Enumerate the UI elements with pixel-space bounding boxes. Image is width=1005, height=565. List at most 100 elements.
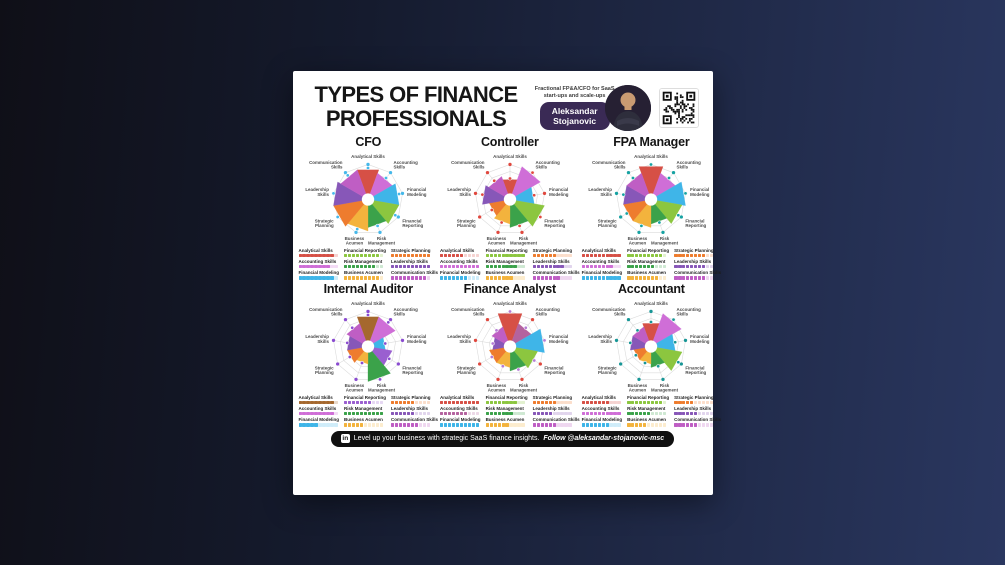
score-squares — [674, 264, 721, 269]
legend-label: Accounting Skills — [298, 406, 337, 412]
legend-label: Financial Modeling — [581, 417, 623, 423]
header: TYPES OF FINANCE PROFESSIONALS Fractiona… — [293, 81, 713, 131]
axis-label: Leadership Skills — [589, 334, 613, 344]
axis-label: Business Acumen — [486, 235, 506, 245]
radar-chart: Analytical Skills Accounting Skills Financi… — [589, 153, 710, 245]
data-dot — [673, 340, 678, 344]
axis-dot — [496, 230, 500, 234]
legend-label: Financial Reporting — [485, 247, 528, 253]
data-dot — [345, 340, 350, 345]
person-silhouette-icon — [604, 84, 651, 131]
legend-label: Business Acumen — [344, 417, 383, 423]
data-dot — [516, 367, 521, 372]
legend-item: Leadership Skills — [674, 259, 721, 269]
chart-title: FPA Manager — [613, 134, 690, 149]
score-squares — [581, 400, 623, 405]
axis-dot — [344, 170, 348, 174]
legend-item: Accounting Skills — [440, 259, 481, 269]
legend-item: Strategic Planning — [674, 395, 721, 405]
axis-dot — [401, 338, 405, 342]
axis-dot — [520, 377, 524, 381]
chart-legend: Analytical Skills Financial Reporting Stra… — [581, 248, 722, 280]
axis-label: Financial Reporting — [544, 218, 565, 228]
data-dot — [507, 176, 512, 180]
chart-group-fpa-manager: FPA Manager Analytical Skills Accounting Sk… — [581, 133, 722, 280]
score-squares — [627, 412, 669, 416]
score-squares — [440, 400, 481, 405]
chart-group-finance-analyst: Finance Analyst Analytical Skills Accounti… — [440, 280, 580, 427]
score-squares — [391, 253, 438, 257]
axis-dot — [680, 214, 684, 219]
legend-label: Communication Skills — [391, 270, 439, 276]
legend-item: Financial Reporting — [627, 395, 669, 405]
legend-label: Communication Skills — [391, 417, 439, 423]
score-squares — [344, 400, 386, 405]
legend-label: Accounting Skills — [581, 406, 620, 412]
score-squares — [298, 423, 340, 427]
score-squares — [344, 253, 386, 257]
legend-label: Business Acumen — [485, 417, 525, 423]
axis-dot — [366, 162, 370, 166]
chart-title: Controller — [480, 134, 539, 149]
score-squares — [674, 423, 721, 427]
axis-label: Financial Modeling — [407, 187, 427, 197]
legend-label: Leadership Skills — [532, 406, 570, 412]
data-dot — [625, 211, 629, 215]
legend-label: Risk Management — [485, 406, 524, 412]
legend-item: Analytical Skills — [298, 248, 340, 257]
axis-dot — [485, 170, 489, 174]
data-dot — [500, 364, 505, 368]
legend-item: Analytical Skills — [581, 395, 623, 405]
legend-item: Accounting Skills — [298, 259, 340, 269]
axis-dot — [538, 362, 542, 366]
footer-banner[interactable]: in Level up your business with strategic… — [330, 430, 675, 447]
axis-label: Communication Skills — [592, 306, 626, 316]
data-dot — [397, 191, 402, 196]
data-dot — [649, 319, 654, 324]
axis-label: Leadership Skills — [589, 187, 613, 197]
data-dot — [649, 162, 654, 166]
axis-dot — [396, 362, 401, 366]
legend-item: Analytical Skills — [581, 248, 623, 257]
legend-label: Communication Skills — [674, 270, 722, 276]
legend-item: Strategic Planning — [391, 395, 438, 405]
score-squares — [344, 276, 386, 280]
radar-chart: Analytical Skills Accounting Skills Financi… — [447, 153, 569, 245]
data-dot — [621, 192, 626, 197]
axis-dot — [336, 362, 340, 366]
axis-dot — [627, 317, 631, 321]
axis-label: Financial Modeling — [549, 187, 569, 197]
legend-item: Risk Management — [485, 259, 528, 269]
legend-label: Risk Management — [627, 406, 666, 412]
axis-label: Financial Modeling — [407, 334, 427, 344]
axis-dot — [354, 230, 358, 234]
score-squares — [485, 400, 528, 405]
data-dot — [507, 309, 512, 314]
chart-title: Internal Auditor — [323, 281, 414, 296]
linkedin-icon: in — [340, 434, 350, 444]
axis-dot — [627, 170, 631, 174]
axis-dot — [615, 191, 619, 195]
legend-label: Analytical Skills — [440, 247, 475, 253]
chart-legend: Analytical Skills Financial Reporting Stra… — [581, 395, 721, 427]
chart-legend: Analytical Skills Financial Reporting Stra… — [298, 395, 439, 427]
legend-item: Financial Reporting — [344, 395, 386, 405]
score-squares — [532, 423, 580, 427]
axis-label: Risk Management — [368, 235, 396, 245]
axis-label: Strategic Planning — [457, 218, 476, 228]
radar-chart: Analytical Skills Accounting Skills Financi… — [306, 300, 427, 392]
legend-item: Risk Management — [485, 406, 528, 416]
data-dot — [628, 340, 633, 345]
axis-dot — [530, 317, 534, 321]
legend-label: Financial Modeling — [298, 270, 340, 276]
score-squares — [532, 253, 580, 257]
follow-handle[interactable]: Follow @aleksandar-stojanovic-msc — [543, 434, 665, 442]
axis-label: Strategic Planning — [315, 218, 334, 228]
axis-label: Leadership Skills — [306, 187, 330, 197]
data-dot — [350, 325, 355, 330]
legend-label: Communication Skills — [532, 270, 580, 276]
axis-label: Accounting Skills — [677, 159, 702, 169]
axis-label: Communication Skills — [451, 159, 485, 169]
header-right: Fractional FP&A/CFO for SaaS start-ups a… — [535, 84, 699, 131]
legend-item: Financial Modeling — [581, 417, 623, 427]
